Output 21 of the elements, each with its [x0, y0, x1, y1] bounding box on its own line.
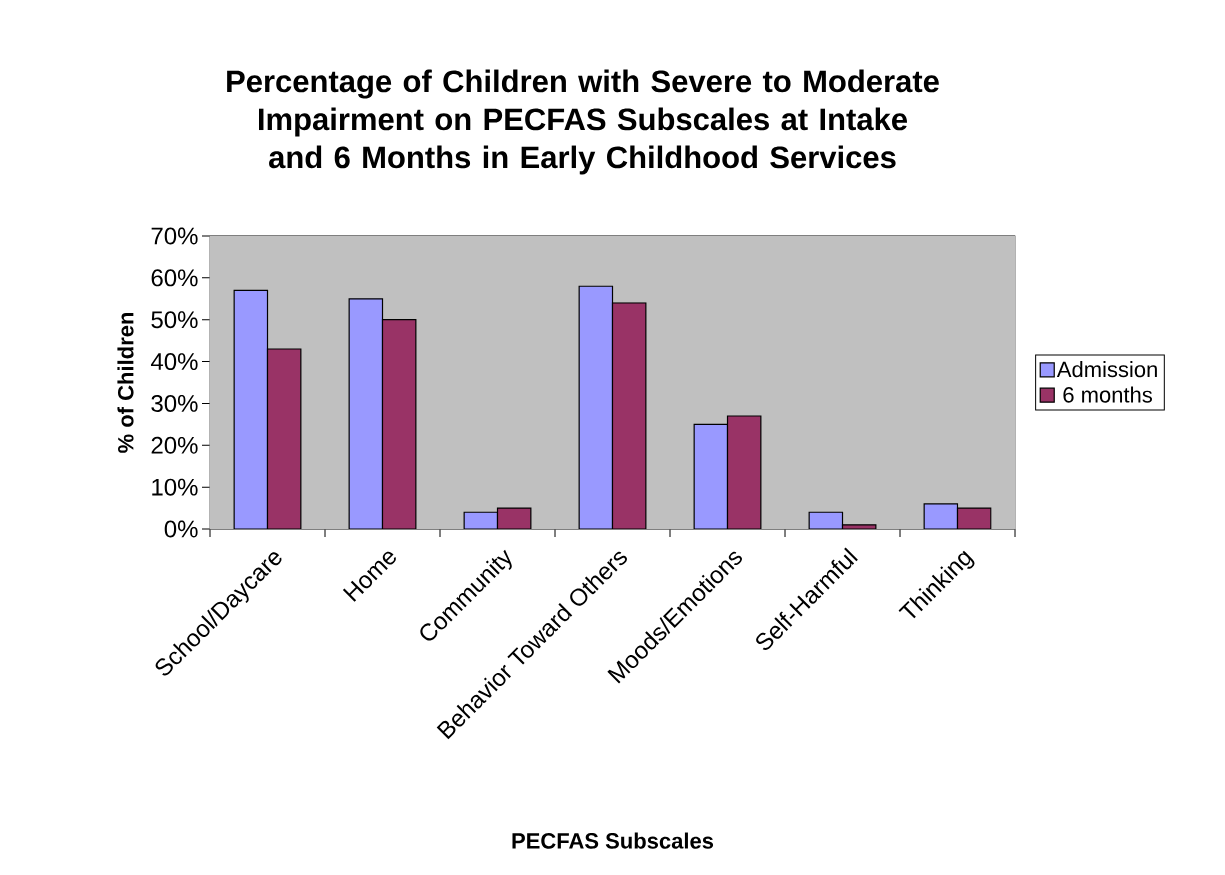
- y-axis-title: % of Children: [117, 312, 134, 453]
- bar: [611, 302, 647, 529]
- bar: [381, 319, 417, 529]
- bar: [233, 289, 269, 529]
- bar: [266, 348, 302, 529]
- x-axis-title: PECFAS Subscales: [512, 832, 714, 849]
- y-tick-label: 10%: [152, 478, 198, 496]
- y-tick-label: 40%: [150, 353, 198, 371]
- y-tick-label: 0%: [164, 520, 198, 538]
- y-tick-label: 20%: [151, 436, 198, 454]
- bar: [348, 298, 384, 529]
- y-tick-label: 50%: [151, 311, 198, 329]
- bar: [693, 423, 729, 529]
- legend-label: Admission: [1056, 361, 1157, 378]
- y-tick-label: 60%: [151, 269, 198, 287]
- y-tick-label: 70%: [151, 227, 198, 245]
- chart-title: Percentage of Children with Severe to Moderate Impairment on PECFAS Subscales at Intake and 6 Months in Early Childhood Services: [227, 69, 939, 175]
- bar: [726, 415, 762, 529]
- y-tick-label: 30%: [151, 394, 198, 412]
- bar: [578, 285, 614, 529]
- legend-label: 6 months: [1063, 386, 1152, 403]
